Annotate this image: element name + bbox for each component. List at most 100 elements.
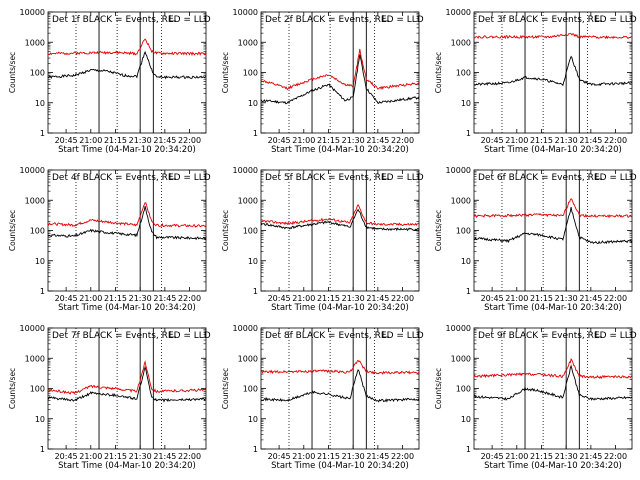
y-tick-label: 10000 — [20, 166, 45, 175]
y-axis-label: Counts/sec — [8, 52, 17, 93]
x-tick-label: 21:30 — [342, 452, 365, 461]
y-tick-label: 1000 — [25, 196, 45, 205]
x-tick-label: 21:30 — [555, 294, 578, 303]
x-tick-label: 22:00 — [604, 294, 627, 303]
x-tick-label: 22:00 — [178, 136, 201, 145]
x-tick-label: 20:45 — [481, 294, 504, 303]
series-lld-line — [260, 203, 419, 227]
y-tick-label: 10 — [35, 415, 45, 424]
legend-glyph — [169, 331, 176, 338]
plot-title: Det 1f BLACK = Events, RED = LLD — [52, 15, 211, 25]
y-axis-label: Counts/sec — [221, 210, 230, 251]
legend-glyph — [382, 173, 389, 180]
x-tick-label: 20:45 — [55, 136, 78, 145]
x-axis-label: Start Time (04-Mar-10 20:34:20) — [484, 461, 622, 471]
x-tick-label: 21:00 — [79, 294, 102, 303]
series-lld-line — [260, 359, 420, 375]
series-lld-line — [47, 202, 207, 228]
legend-glyph — [382, 331, 389, 338]
y-axis-label: Counts/sec — [434, 210, 443, 251]
y-tick-label: 1 — [40, 445, 45, 454]
plot-frame — [473, 11, 633, 134]
series-lld-line — [473, 358, 633, 380]
y-axis-label: Counts/sec — [434, 368, 443, 409]
y-tick-label: 10 — [248, 99, 258, 108]
x-tick-label: 21:15 — [530, 136, 553, 145]
series-events-line — [47, 366, 207, 403]
y-tick-label: 10 — [35, 99, 45, 108]
x-tick-label: 21:45 — [366, 452, 389, 461]
x-tick-label: 21:45 — [579, 294, 602, 303]
x-tick-label: 22:00 — [604, 136, 627, 145]
x-tick-label: 21:30 — [555, 136, 578, 145]
y-tick-label: 10000 — [20, 8, 45, 17]
y-tick-label: 1000 — [238, 38, 258, 47]
y-tick-label: 10000 — [233, 324, 258, 333]
plot-frame — [47, 169, 207, 292]
x-axis-label: Start Time (04-Mar-10 20:34:20) — [484, 145, 622, 155]
y-tick-label: 10 — [35, 257, 45, 266]
y-tick-label: 10000 — [20, 324, 45, 333]
x-tick-label: 21:15 — [104, 294, 127, 303]
x-tick-label: 21:30 — [342, 294, 365, 303]
x-tick-label: 21:00 — [505, 452, 528, 461]
x-axis-label: Start Time (04-Mar-10 20:34:20) — [58, 461, 196, 471]
x-tick-label: 22:00 — [604, 452, 627, 461]
plot-title: Det 4f BLACK = Events, RED = LLD — [52, 173, 211, 183]
legend-glyph — [169, 173, 176, 180]
y-tick-label: 100 — [30, 69, 45, 78]
x-tick-label: 21:45 — [579, 136, 602, 145]
x-tick-label: 22:00 — [178, 294, 201, 303]
y-tick-label: 100 — [456, 227, 471, 236]
x-tick-label: 21:00 — [79, 452, 102, 461]
y-tick-label: 1000 — [451, 38, 471, 47]
y-tick-label: 10 — [461, 415, 471, 424]
y-tick-label: 10 — [248, 415, 258, 424]
plot-frame — [260, 169, 420, 292]
x-axis-label: Start Time (04-Mar-10 20:34:20) — [484, 303, 622, 313]
x-axis-label: Start Time (04-Mar-10 20:34:20) — [58, 303, 196, 313]
detector-plot-1: Det 1f BLACK = Events, RED = LLD 1 10 100 10… — [8, 8, 211, 155]
x-tick-label: 22:00 — [391, 294, 414, 303]
x-tick-label: 21:00 — [292, 452, 315, 461]
y-tick-label: 1 — [466, 129, 471, 138]
detector-plot-2: Det 2f BLACK = Events, RED = LLD 1 10 100 10… — [221, 8, 424, 155]
y-tick-label: 100 — [456, 69, 471, 78]
x-tick-label: 21:00 — [292, 294, 315, 303]
legend-glyph — [595, 15, 602, 22]
y-tick-label: 1000 — [238, 196, 258, 205]
x-tick-label: 21:15 — [104, 452, 127, 461]
plot-title: Det 6f BLACK = Events, RED = LLD — [478, 173, 637, 183]
plot-frame — [473, 169, 633, 292]
x-tick-label: 21:30 — [342, 136, 365, 145]
x-tick-label: 21:45 — [366, 136, 389, 145]
plot-frame — [473, 327, 633, 450]
x-tick-label: 21:15 — [317, 294, 340, 303]
x-axis-label: Start Time (04-Mar-10 20:34:20) — [58, 145, 196, 155]
legend-glyph — [595, 173, 602, 180]
x-tick-label: 21:15 — [530, 294, 553, 303]
x-axis-label: Start Time (04-Mar-10 20:34:20) — [271, 461, 409, 471]
x-tick-label: 21:45 — [153, 294, 176, 303]
x-tick-label: 20:45 — [481, 452, 504, 461]
y-axis-label: Counts/sec — [221, 52, 230, 93]
y-tick-label: 100 — [243, 227, 258, 236]
series-events-line — [474, 55, 633, 87]
detector-plot-8: Det 8f BLACK = Events, RED = LLD 1 10 100 10… — [221, 324, 424, 471]
y-tick-label: 1 — [40, 287, 45, 296]
detector-plot-7: Det 7f BLACK = Events, RED = LLD 1 10 100 10… — [8, 324, 211, 471]
x-tick-label: 20:45 — [268, 294, 291, 303]
y-tick-label: 10 — [248, 257, 258, 266]
detector-plot-5: Det 5f BLACK = Events, RED = LLD 1 10 100 10… — [221, 166, 424, 313]
y-tick-label: 10 — [461, 99, 471, 108]
detector-plot-4: Det 4f BLACK = Events, RED = LLD 1 10 100 10… — [8, 166, 211, 313]
x-tick-label: 20:45 — [55, 452, 78, 461]
y-tick-label: 1 — [40, 129, 45, 138]
x-tick-label: 21:30 — [129, 136, 152, 145]
plot-title: Det 3f BLACK = Events, RED = LLD — [478, 15, 637, 25]
y-tick-label: 1 — [253, 129, 258, 138]
y-tick-label: 10000 — [446, 8, 471, 17]
detector-plot-6: Det 6f BLACK = Events, RED = LLD 1 10 100 10… — [434, 166, 637, 313]
y-tick-label: 1 — [466, 445, 471, 454]
y-tick-label: 1000 — [25, 38, 45, 47]
